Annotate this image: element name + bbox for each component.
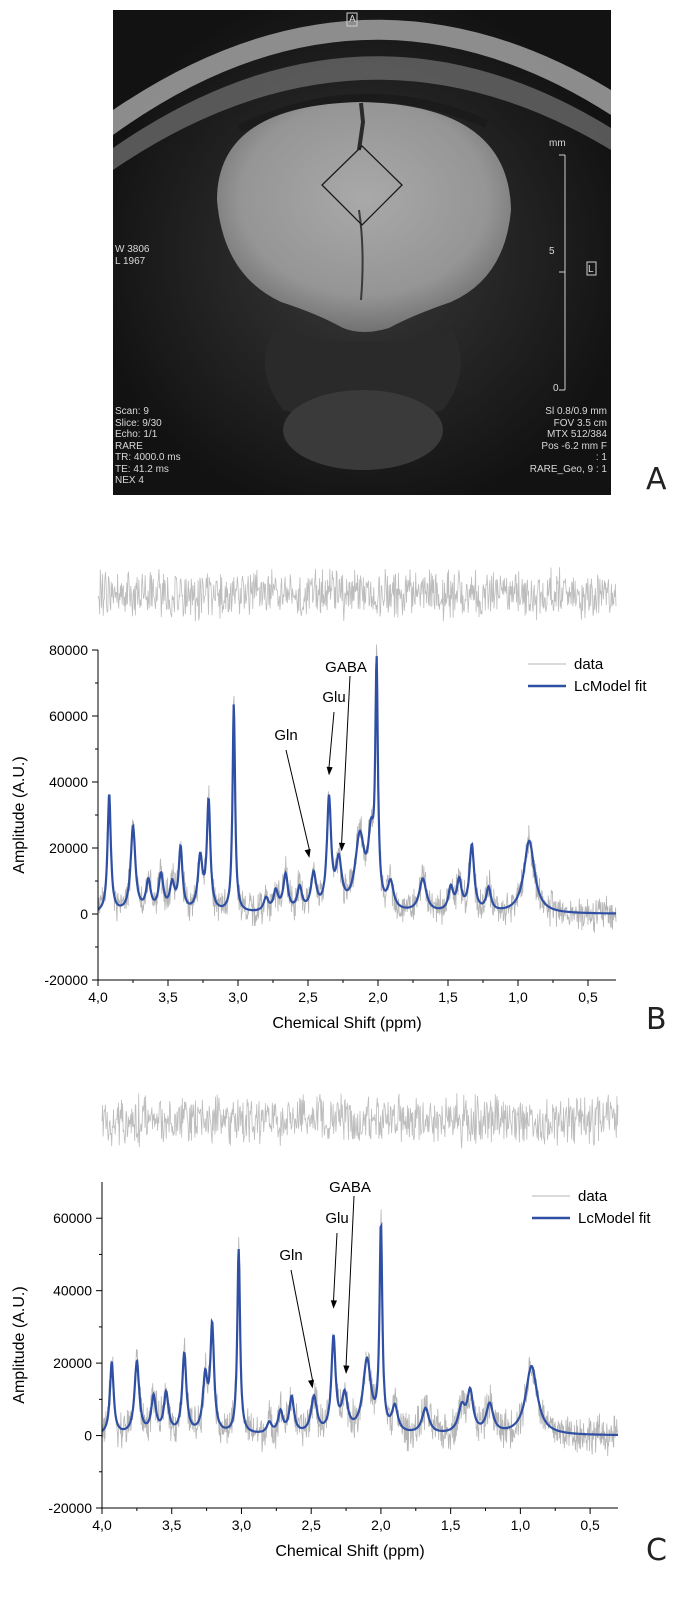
x-tick-label: 2,0 xyxy=(371,1517,391,1533)
x-tick-label: 3,5 xyxy=(158,989,178,1005)
annotation-glu: Glu xyxy=(322,689,345,706)
annotation-arrow xyxy=(328,711,335,768)
annotation-arrowhead xyxy=(304,849,311,858)
legend-label: LcModel fit xyxy=(574,678,647,695)
x-tick-label: 3,5 xyxy=(162,1517,182,1533)
window-level: W 3806 L 1967 xyxy=(115,244,150,267)
y-tick-label: -20000 xyxy=(44,972,88,988)
x-tick-label: 1,5 xyxy=(438,989,458,1005)
x-tick-label: 3,0 xyxy=(228,989,248,1005)
orientation-marker-right: L xyxy=(588,264,594,275)
annotation-gaba: GABA xyxy=(329,1179,371,1196)
annotation-gln: Gln xyxy=(279,1247,302,1264)
y-tick-label: -20000 xyxy=(48,1500,92,1516)
x-tick-label: 1,0 xyxy=(508,989,528,1005)
panel-letter-b: B xyxy=(646,1002,667,1037)
mri-image-panel: A L mm 5 0 W 3806 L 1967 Scan: 9 Slice: … xyxy=(113,10,611,495)
x-axis-label: Chemical Shift (ppm) xyxy=(275,1543,424,1560)
y-tick-label: 0 xyxy=(84,1428,92,1444)
scan-info-right: Sl 0.8/0.9 mm FOV 3.5 cm MTX 512/384 Pos… xyxy=(529,406,607,475)
annotation-arrow xyxy=(290,1269,314,1381)
y-axis-label: Amplitude (A.U.) xyxy=(11,756,28,873)
annotation-arrow xyxy=(333,1232,338,1301)
annotation-arrowhead xyxy=(330,1300,337,1309)
panel-letter-a: A xyxy=(646,462,667,497)
panel-letter-c: C xyxy=(646,1533,667,1568)
legend-label: LcModel fit xyxy=(578,1210,651,1227)
y-tick-label: 20000 xyxy=(49,840,88,856)
y-axis-label: Amplitude (A.U.) xyxy=(11,1286,28,1403)
x-tick-label: 2,5 xyxy=(301,1517,321,1533)
annotation-arrow xyxy=(285,749,310,851)
y-tick-label: 20000 xyxy=(53,1355,92,1371)
y-tick-label: 60000 xyxy=(53,1210,92,1226)
y-tick-label: 60000 xyxy=(49,708,88,724)
annotation-arrowhead xyxy=(338,842,346,852)
x-tick-label: 1,0 xyxy=(511,1517,531,1533)
annotation-gaba: GABA xyxy=(325,659,367,676)
y-tick-label: 80000 xyxy=(49,642,88,658)
scale-zero-label: 0 xyxy=(553,383,559,394)
annotation-gln: Gln xyxy=(274,727,297,744)
x-tick-label: 3,0 xyxy=(232,1517,252,1533)
spectrum-chart-b: -20000 0 20000 40000 60000 80000 4,0 3,5 3,0 2,5 2… xyxy=(11,567,647,1032)
x-tick-label: 0,5 xyxy=(578,989,598,1005)
annotation-arrow xyxy=(341,675,351,844)
voxel-marker xyxy=(321,145,403,226)
scale-unit: mm xyxy=(549,138,566,149)
x-tick-label: 2,0 xyxy=(368,989,388,1005)
x-tick-label: 1,5 xyxy=(441,1517,461,1533)
annotation-arrowhead xyxy=(308,1379,315,1389)
x-tick-label: 0,5 xyxy=(580,1517,600,1533)
y-tick-label: 40000 xyxy=(49,774,88,790)
spectrum-chart-c: -20000 0 20000 40000 60000 4,0 3,5 3,0 2,5 2,0 1,5… xyxy=(11,1093,651,1560)
y-tick-label: 0 xyxy=(80,906,88,922)
x-tick-label: 2,5 xyxy=(298,989,318,1005)
lcmodel-fit-line xyxy=(101,1221,618,1436)
legend-label: data xyxy=(578,1188,608,1205)
legend-label: data xyxy=(574,656,604,673)
annotation-glu: Glu xyxy=(325,1210,348,1227)
annotation-arrow xyxy=(345,1195,355,1367)
scan-info-left: Scan: 9 Slice: 9/30 Echo: 1/1 RARE TR: 4… xyxy=(115,406,181,486)
y-tick-label: 40000 xyxy=(53,1283,92,1299)
x-tick-label: 4,0 xyxy=(88,989,108,1005)
mri-image xyxy=(113,10,611,495)
residual-trace xyxy=(97,567,617,622)
lcmodel-fit-line xyxy=(97,656,616,915)
x-tick-label: 4,0 xyxy=(92,1517,112,1533)
residual-trace xyxy=(101,1093,619,1149)
annotation-arrowhead xyxy=(343,1365,350,1374)
annotation-arrowhead xyxy=(326,766,333,776)
scale-mid-label: 5 xyxy=(549,246,555,257)
x-axis-label: Chemical Shift (ppm) xyxy=(272,1015,421,1032)
orientation-marker-top: A xyxy=(349,14,356,25)
